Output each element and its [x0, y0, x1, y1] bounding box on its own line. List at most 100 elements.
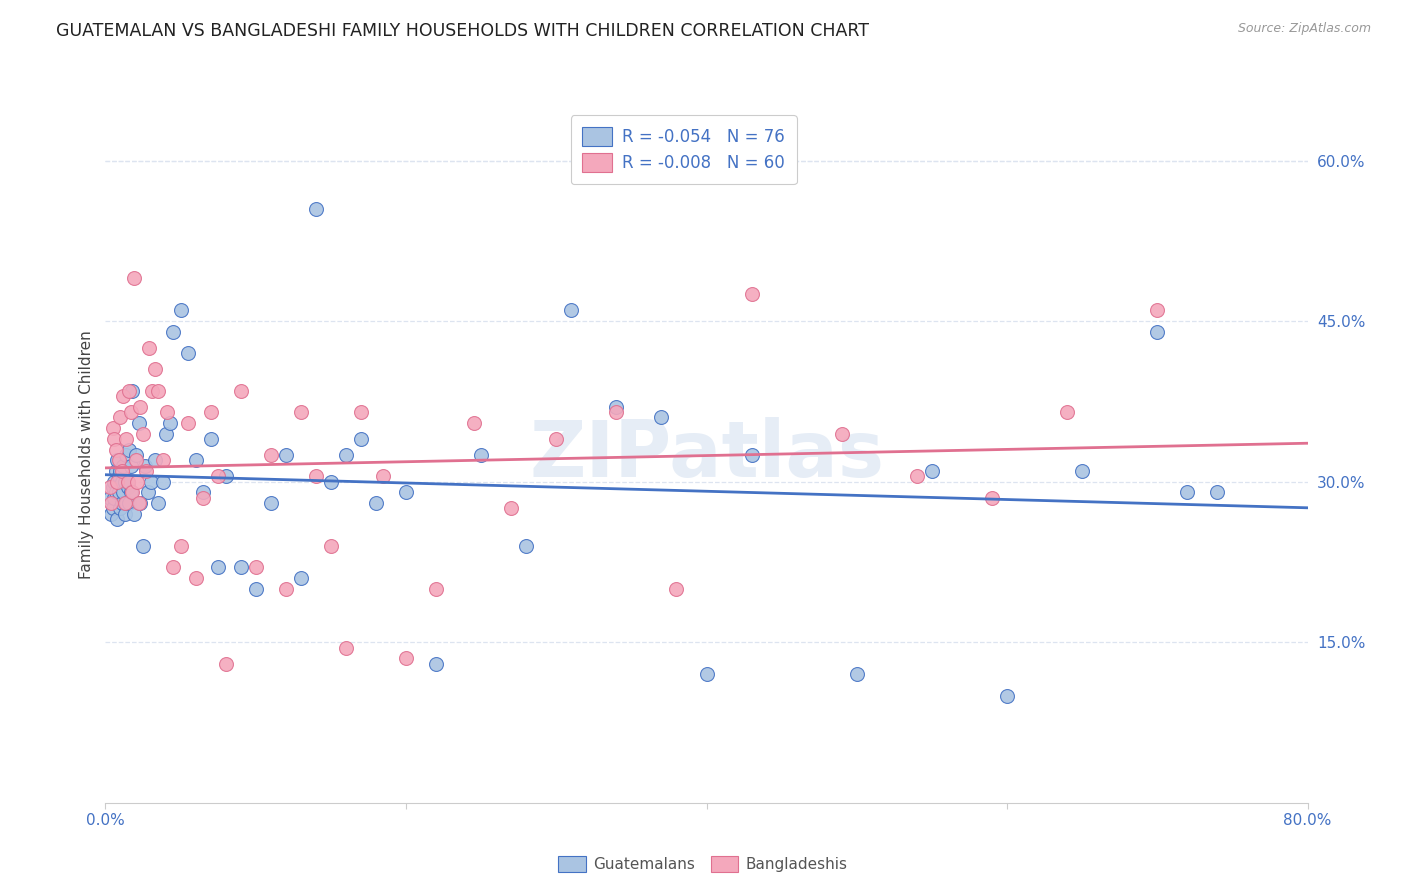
Point: [114, 507, 136, 521]
Point: [152, 453, 174, 467]
Point: [319, 475, 342, 489]
Point: [143, 453, 166, 467]
Point: [103, 432, 125, 446]
Point: [124, 448, 146, 462]
Point: [104, 464, 127, 478]
Point: [425, 657, 447, 671]
Point: [741, 448, 763, 462]
Point: [207, 560, 229, 574]
Point: [100, 507, 122, 521]
Point: [162, 325, 184, 339]
Point: [245, 582, 267, 596]
Point: [229, 560, 252, 574]
Point: [305, 202, 328, 216]
Point: [373, 469, 395, 483]
Point: [229, 384, 252, 398]
Point: [350, 432, 373, 446]
Point: [463, 416, 485, 430]
Point: [128, 496, 150, 510]
Point: [122, 507, 145, 521]
Point: [143, 362, 166, 376]
Point: [115, 448, 138, 462]
Point: [905, 469, 928, 483]
Point: [305, 469, 328, 483]
Point: [108, 485, 131, 500]
Point: [114, 475, 136, 489]
Point: [118, 442, 141, 457]
Text: Source: ZipAtlas.com: Source: ZipAtlas.com: [1237, 22, 1371, 36]
Point: [118, 384, 141, 398]
Point: [560, 303, 582, 318]
Point: [260, 448, 283, 462]
Point: [831, 426, 853, 441]
Point: [921, 464, 943, 478]
Point: [425, 582, 447, 596]
Point: [107, 512, 129, 526]
Point: [207, 469, 229, 483]
Point: [120, 405, 142, 419]
Point: [741, 287, 763, 301]
Point: [107, 475, 129, 489]
Point: [605, 405, 627, 419]
Point: [364, 496, 387, 510]
Point: [184, 453, 207, 467]
Point: [128, 416, 150, 430]
Point: [110, 501, 132, 516]
Point: [107, 453, 129, 467]
Point: [650, 410, 672, 425]
Point: [100, 496, 122, 510]
Point: [335, 640, 357, 655]
Point: [169, 539, 191, 553]
Point: [156, 405, 179, 419]
Point: [120, 485, 142, 500]
Point: [108, 469, 131, 483]
Point: [696, 667, 718, 681]
Point: [260, 496, 283, 510]
Point: [118, 496, 141, 510]
Point: [101, 501, 124, 516]
Point: [319, 539, 342, 553]
Point: [200, 432, 222, 446]
Point: [1206, 485, 1229, 500]
Point: [112, 458, 135, 473]
Point: [177, 416, 200, 430]
Text: ZIPatlas: ZIPatlas: [529, 417, 884, 493]
Point: [335, 448, 357, 462]
Point: [117, 475, 139, 489]
Point: [115, 496, 138, 510]
Point: [104, 442, 127, 457]
Point: [114, 496, 136, 510]
Legend: Guatemalans, Bangladeshis: Guatemalans, Bangladeshis: [551, 848, 855, 880]
Point: [138, 341, 160, 355]
Point: [274, 582, 297, 596]
Point: [104, 485, 127, 500]
Point: [112, 485, 135, 500]
Point: [101, 421, 124, 435]
Point: [141, 384, 163, 398]
Legend: R = -0.054   N = 76, R = -0.008   N = 60: R = -0.054 N = 76, R = -0.008 N = 60: [571, 115, 797, 184]
Point: [1175, 485, 1198, 500]
Point: [134, 458, 156, 473]
Point: [121, 485, 143, 500]
Point: [117, 475, 139, 489]
Point: [245, 560, 267, 574]
Point: [515, 539, 537, 553]
Point: [184, 571, 207, 585]
Point: [1071, 464, 1094, 478]
Point: [129, 496, 152, 510]
Point: [98, 491, 121, 505]
Point: [395, 651, 418, 665]
Point: [169, 303, 191, 318]
Point: [191, 491, 214, 505]
Point: [103, 475, 125, 489]
Point: [122, 271, 145, 285]
Point: [214, 657, 236, 671]
Point: [177, 346, 200, 360]
Point: [995, 689, 1018, 703]
Point: [108, 453, 131, 467]
Text: GUATEMALAN VS BANGLADESHI FAMILY HOUSEHOLDS WITH CHILDREN CORRELATION CHART: GUATEMALAN VS BANGLADESHI FAMILY HOUSEHO…: [56, 22, 869, 40]
Point: [111, 496, 134, 510]
Point: [546, 432, 568, 446]
Point: [136, 485, 159, 500]
Point: [124, 453, 146, 467]
